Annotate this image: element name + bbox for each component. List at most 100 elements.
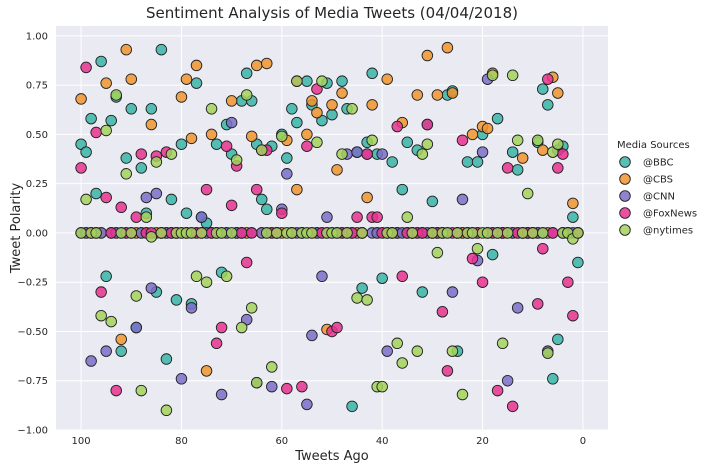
y-tick-label: 0.25: [26, 179, 48, 190]
point-cbs: [381, 73, 393, 85]
point-foxnews: [531, 298, 544, 310]
chart-title: Sentiment Analysis of Media Tweets (04/0…: [146, 4, 518, 22]
point-foxnews: [296, 380, 308, 393]
point-bbc: [326, 108, 338, 121]
point-cbs: [120, 43, 133, 56]
point-nytimes: [266, 361, 278, 373]
point-cbs: [446, 87, 459, 99]
point-foxnews: [547, 227, 559, 239]
x-tick-label: 20: [476, 436, 489, 447]
y-axis-label: Tweet Polarity: [9, 183, 24, 275]
point-cbs: [175, 91, 188, 103]
point-nytimes: [466, 227, 479, 239]
point-cbs: [190, 59, 203, 72]
point-nytimes: [75, 227, 87, 239]
point-nytimes: [316, 75, 328, 87]
y-tick-label: −1.00: [17, 426, 48, 437]
point-nytimes: [511, 134, 524, 147]
point-foxnews: [441, 365, 454, 377]
point-foxnews: [557, 148, 569, 160]
point-nytimes: [406, 227, 419, 239]
point-foxnews: [240, 256, 253, 269]
point-bbc: [85, 112, 97, 125]
point-nytimes: [215, 227, 228, 239]
point-foxnews: [200, 183, 213, 196]
point-cbs: [466, 128, 479, 141]
x-axis-ticks: 100 80 60 40 20 0: [72, 436, 587, 447]
y-tick-label: 0.00: [26, 228, 48, 239]
point-nytimes: [110, 89, 122, 101]
point-nytimes: [431, 246, 444, 259]
point-nytimes: [331, 227, 343, 239]
y-axis-ticks: 1.00 0.75 0.50 0.25 0.00 −0.25 −0.50 −0.75 −1.00: [17, 31, 48, 436]
point-nytimes: [421, 138, 434, 150]
point-cnn: [175, 373, 188, 385]
point-nytimes: [90, 227, 102, 239]
point-nytimes: [366, 134, 378, 147]
point-bbc: [542, 99, 554, 111]
point-nytimes: [286, 227, 298, 239]
legend-label-foxnews: @FoxNews: [643, 209, 697, 220]
point-bbc: [255, 193, 268, 206]
point-foxnews: [210, 337, 223, 350]
point-bbc: [125, 103, 138, 115]
point-bbc: [567, 211, 579, 223]
point-cnn: [185, 302, 198, 314]
point-nytimes: [526, 227, 539, 239]
point-foxnews: [391, 120, 403, 133]
point-foxnews: [436, 306, 449, 318]
point-foxnews: [105, 227, 117, 239]
point-foxnews: [245, 227, 258, 239]
x-tick-label: 0: [580, 436, 586, 447]
point-bbc: [115, 345, 127, 357]
point-foxnews: [567, 309, 579, 322]
point-nytimes: [185, 227, 198, 239]
point-nytimes: [261, 227, 273, 239]
point-cbs: [250, 59, 263, 72]
point-cnn: [281, 168, 293, 180]
point-nytimes: [205, 103, 218, 115]
point-nytimes: [155, 227, 168, 239]
point-bbc: [366, 67, 378, 80]
point-cbs: [431, 89, 444, 101]
point-cbs: [336, 87, 348, 99]
point-cnn: [476, 146, 489, 158]
point-bbc: [190, 77, 203, 89]
point-bbc: [95, 55, 107, 68]
point-bbc: [486, 248, 499, 261]
point-cnn: [130, 321, 143, 334]
point-nytimes: [276, 130, 288, 143]
point-foxnews: [466, 252, 479, 265]
point-bbc: [175, 138, 188, 150]
point-foxnews: [110, 384, 122, 397]
point-cbs: [205, 128, 218, 141]
point-nytimes: [542, 347, 554, 359]
point-nytimes: [396, 357, 409, 369]
point-nytimes: [225, 227, 238, 239]
point-nytimes: [531, 134, 544, 147]
point-bbc: [426, 195, 439, 208]
point-foxnews: [331, 321, 343, 334]
point-nytimes: [521, 187, 534, 200]
point-cbs: [185, 132, 198, 145]
point-foxnews: [301, 140, 313, 152]
legend-item-bbc: @BBC: [619, 156, 674, 169]
point-bbc: [572, 256, 584, 269]
point-foxnews: [421, 118, 434, 131]
point-nytimes: [190, 270, 203, 283]
point-bbc: [80, 146, 92, 158]
point-cnn: [140, 191, 153, 204]
point-cnn: [351, 146, 363, 158]
point-bbc: [90, 187, 102, 200]
point-nytimes: [80, 193, 92, 206]
point-bbc: [401, 136, 414, 149]
y-tick-label: 0.75: [26, 81, 48, 92]
point-cnn: [306, 329, 318, 342]
point-nytimes: [426, 227, 439, 239]
point-foxnews: [235, 227, 248, 239]
point-nytimes: [361, 294, 373, 306]
point-nytimes: [115, 227, 127, 239]
point-nytimes: [220, 270, 233, 283]
point-cbs: [567, 197, 579, 210]
point-nytimes: [120, 168, 133, 180]
